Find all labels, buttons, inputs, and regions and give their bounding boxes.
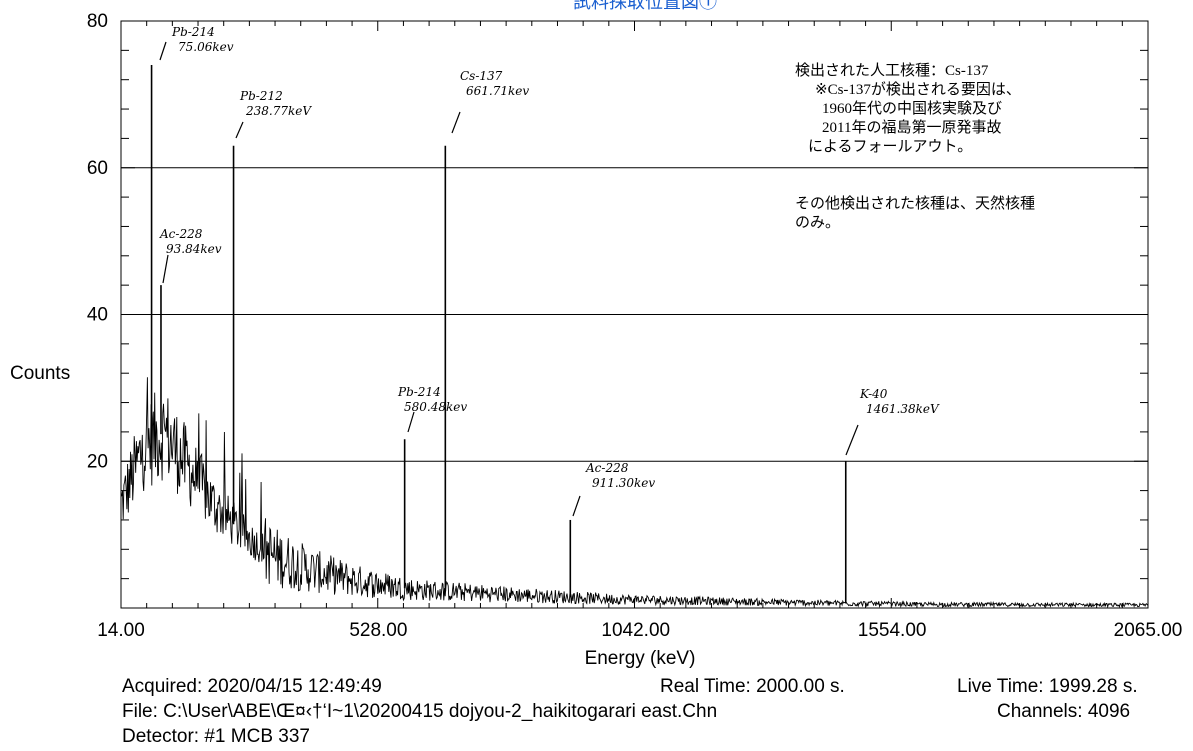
annotation-nuclide: Ac-228 — [585, 461, 629, 475]
annotation-pointer — [845, 424, 859, 456]
y-tick-label: 60 — [87, 158, 108, 179]
channels-text: Channels: 4096 — [997, 701, 1131, 722]
note-line: 2011年の福島第一原発事故 — [822, 118, 1001, 136]
note-line: 1960年代の中国核実験及び — [822, 100, 1002, 117]
chart-title: 試料採取位置図① — [573, 0, 717, 12]
y-tick-label: 80 — [87, 11, 108, 32]
note-line: のみ。 — [795, 215, 840, 231]
y-tick-labels: 20 40 60 80 — [87, 11, 108, 472]
y-axis-label: Counts — [10, 363, 70, 384]
x-tick-label: 1042.00 — [601, 620, 670, 641]
annotation-energy: 911.30kev — [592, 476, 655, 490]
annotation-energy: 75.06kev — [178, 40, 234, 54]
annotation-pointer — [159, 41, 167, 61]
x-tick-label: 1554.00 — [858, 620, 927, 641]
acquired-text: Acquired: 2020/04/15 12:49:49 — [122, 676, 382, 697]
grid-lines — [121, 167, 1148, 462]
annotation-energy: 1461.38keV — [866, 402, 940, 416]
detector-text: Detector: #1 MCB 337 — [122, 726, 310, 747]
annotation-energy: 580.48kev — [404, 400, 467, 414]
note-line: 検出された人工核種：Cs-137 — [795, 62, 989, 79]
y-tick-label: 20 — [87, 451, 108, 472]
annotation-energy: 238.77keV — [245, 104, 312, 118]
annotation-pointer — [407, 411, 415, 433]
note-box: 検出された人工核種：Cs-137 ※Cs-137が検出される要因は、 1960年代の… — [795, 62, 1035, 231]
x-tick-label: 14.00 — [97, 620, 145, 641]
annotation-pointer — [162, 254, 169, 284]
annotation-nuclide: K-40 — [859, 387, 888, 401]
x-tick-label: 2065.00 — [1114, 620, 1183, 641]
annotation-nuclide: Pb-214 — [397, 385, 441, 399]
note-line: によるフォールアウト。 — [808, 138, 972, 155]
annotation-nuclide: Pb-214 — [171, 25, 215, 39]
annotation-energy: 93.84kev — [166, 242, 222, 256]
live-time-text: Live Time: 1999.28 s. — [957, 676, 1138, 697]
y-tick-label: 40 — [87, 305, 108, 326]
annotation-nuclide: Cs-137 — [460, 69, 503, 83]
file-path-text: File: C:\User\ABE\Œ¤‹†‘I~1\20200415 dojy… — [122, 701, 718, 722]
note-line: その他検出された核種は、天然核種 — [795, 195, 1035, 212]
annotation-energy: 661.71kev — [466, 84, 529, 98]
x-axis-label: Energy (keV) — [585, 648, 696, 669]
x-tick-labels: 14.00 528.00 1042.00 1554.00 2065.00 — [97, 620, 1182, 641]
annotation-nuclide: Ac-228 — [159, 227, 203, 241]
peak-annotations: Pb-21475.06kevPb-212238.77keVCs-137661.7… — [159, 25, 940, 517]
x-tick-label: 528.00 — [349, 620, 407, 641]
spectrum-trace — [120, 65, 1149, 609]
annotation-pointer — [572, 495, 581, 517]
annotation-pointer — [451, 111, 461, 134]
axis-ticks — [120, 20, 1149, 609]
note-line: ※Cs-137が検出される要因は、 — [815, 81, 1021, 98]
spectrum-line — [120, 377, 1149, 609]
real-time-text: Real Time: 2000.00 s. — [660, 676, 845, 697]
annotation-pointer — [235, 121, 244, 139]
annotation-nuclide: Pb-212 — [239, 89, 283, 103]
